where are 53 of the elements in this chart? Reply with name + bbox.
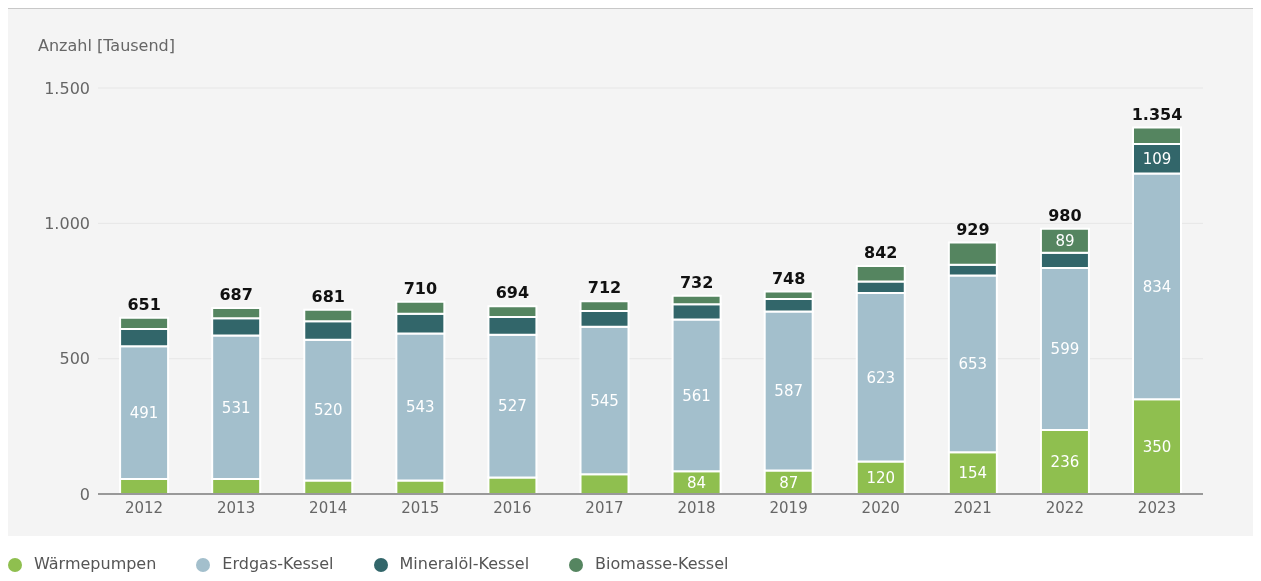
x-tick-label: 2018 (677, 498, 716, 517)
data-label: 527 (498, 397, 527, 416)
data-label: 154 (958, 464, 988, 483)
data-label: 587 (774, 382, 803, 401)
x-tick-label: 2016 (493, 498, 532, 517)
y-tick-label: 500 (59, 349, 90, 369)
x-tick-label: 2015 (401, 498, 440, 517)
total-label: 710 (403, 278, 438, 298)
total-label: 929 (956, 219, 990, 239)
data-label: 543 (406, 398, 435, 417)
data-label: 623 (866, 368, 896, 387)
x-tick-label: 2013 (217, 498, 256, 517)
data-label: 109 (1142, 150, 1172, 169)
data-label: 531 (221, 398, 251, 417)
legend-label: Mineralöl-Kessel (399, 554, 530, 573)
total-label: 694 (495, 283, 530, 303)
data-label: 89 (1055, 232, 1075, 251)
total-label: 748 (771, 268, 806, 288)
data-label: 491 (129, 403, 159, 422)
x-tick-label: 2017 (585, 498, 624, 517)
x-tick-label: 2023 (1137, 498, 1177, 517)
data-label: 834 (1142, 277, 1172, 296)
legend-label: Erdgas-Kessel (222, 554, 334, 573)
x-tick-label: 2020 (861, 498, 900, 517)
x-tick-label: 2019 (769, 498, 808, 517)
total-label: 1.354 (1131, 104, 1183, 124)
x-tick-label: 2021 (953, 498, 992, 517)
total-label: 651 (127, 294, 161, 314)
legend-label: Wärmepumpen (34, 554, 157, 573)
total-label: 687 (219, 285, 253, 305)
total-label: 681 (311, 286, 345, 306)
y-axis-title: Anzahl [Tausend] (38, 36, 175, 55)
x-tick-label: 2012 (124, 498, 164, 517)
total-label: 712 (587, 278, 622, 298)
legend-label: Biomasse-Kessel (595, 554, 729, 573)
total-label: 842 (864, 243, 898, 263)
data-label: 236 (1050, 453, 1080, 472)
data-label: 520 (313, 401, 343, 420)
data-label: 120 (866, 469, 896, 488)
data-label: 545 (590, 391, 619, 410)
y-tick-label: 0 (79, 484, 90, 504)
data-label: 87 (779, 473, 799, 492)
data-label: 653 (958, 355, 988, 374)
y-tick-label: 1.000 (44, 214, 90, 234)
data-label: 599 (1050, 340, 1080, 359)
data-label: 561 (682, 386, 711, 405)
data-label: 84 (687, 473, 707, 492)
x-tick-label: 2014 (309, 498, 348, 517)
y-tick-label: 1.500 (44, 78, 90, 98)
data-label: 350 (1142, 437, 1172, 456)
total-label: 980 (1048, 205, 1082, 225)
x-tick-label: 2022 (1045, 498, 1084, 517)
total-label: 732 (679, 272, 714, 292)
